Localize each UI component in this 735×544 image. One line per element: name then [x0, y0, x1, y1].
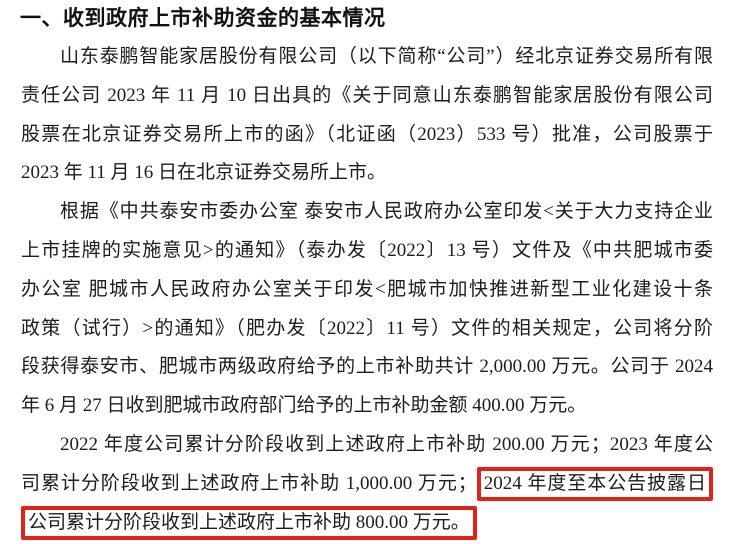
paragraph1-line2: 责任公司 2023 年 11 月 10 日出具的《关于同意山东泰鹏智能家居股份有…	[21, 85, 713, 106]
paragraph1-line3: 股票在北京证券交易所上市的函》（北证函（2023）533 号）批准，公司股票于	[21, 124, 713, 145]
paragraph3-line2: 司累计分阶段收到上述政府上市补助 1,000.00 万元； 2024 年度至本公告…	[21, 467, 713, 501]
paragraph2-line4: 政策（试行）>的通知》（肥办发〔2022〕11 号）文件的相关规定，公司将分阶	[21, 318, 713, 339]
paragraph3-line2-text: 司累计分阶段收到上述政府上市补助 1,000.00 万元；	[21, 473, 477, 494]
highlight-box-segment-2: 公司累计分阶段收到上述政府上市补助 800.00 万元。	[21, 506, 477, 540]
paragraph1-line1: 山东泰鹏智能家居股份有限公司（以下简称“公司”）经北京证券交易所有限	[60, 46, 713, 67]
paragraph2-line3: 办公室 肥城市人民政府办公室关于印发<肥城市加快推进新型工业化建设十条	[21, 279, 713, 300]
paragraph3-line3: 公司累计分阶段收到上述政府上市补助 800.00 万元。	[21, 506, 713, 540]
highlight-box-segment-1: 2024 年度至本公告披露日	[476, 467, 713, 501]
paragraph2-line2: 上市挂牌的实施意见>的通知》（泰办发〔2022〕13 号）文件及《中共肥城市委	[21, 240, 713, 261]
section-heading: 一、收到政府上市补助资金的基本情况	[20, 7, 386, 30]
paragraph1-line4: 2023 年 11 月 16 日在北京证券交易所上市。	[21, 162, 387, 183]
paragraph2-line6: 年 6 月 27 日收到肥城市政府部门给予的上市补助金额 400.00 万元。	[21, 395, 587, 416]
paragraph3-line1: 2022 年度公司累计分阶段收到上述政府上市补助 200.00 万元；2023 …	[60, 434, 713, 455]
paragraph2-line5: 段获得泰安市、肥城市两级政府给予的上市补助共计 2,000.00 万元。公司于 …	[21, 356, 713, 377]
paragraph2-line1: 根据《中共泰安市委办公室 泰安市人民政府办公室印发<关于大力支持企业	[60, 201, 713, 222]
